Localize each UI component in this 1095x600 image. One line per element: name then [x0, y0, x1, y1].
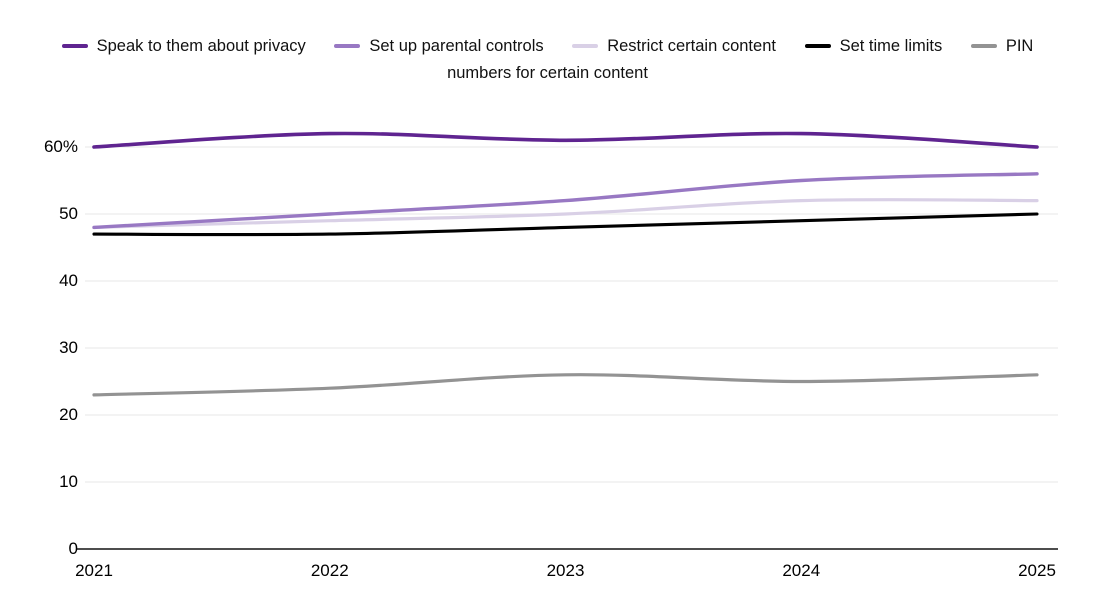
legend-item-time-limits: Set time limits — [804, 33, 943, 60]
x-tick-label-2024: 2024 — [782, 561, 821, 580]
legend-dash-pin-icon — [970, 44, 997, 48]
x-tick-label-2023: 2023 — [546, 561, 585, 580]
x-tick-label-2021: 2021 — [75, 561, 113, 580]
legend-row-2: numbers for certain content — [447, 64, 648, 82]
series-line-speak-to-them-about-privacy — [92, 131, 1039, 149]
legend-item-pin: PIN — [970, 33, 1034, 60]
y-tick-label-60: 60% — [43, 137, 78, 156]
chart-legend: Speak to them about privacy Set up paren… — [0, 33, 1095, 87]
series-line-set-time-limits — [92, 212, 1039, 237]
series-line-set-up-parental-controls — [92, 172, 1039, 230]
y-tick-label-30: 30 — [59, 338, 78, 357]
series-line-pin-numbers-for-certain-content — [92, 373, 1039, 397]
legend-dash-time-limits-icon — [804, 44, 831, 48]
legend-label-parental-controls: Set up parental controls — [369, 37, 544, 55]
y-tick-label-0: 0 — [68, 539, 78, 558]
legend-item-restrict-content: Restrict certain content — [572, 33, 776, 60]
y-tick-label-40: 40 — [59, 271, 78, 290]
legend-dash-speak-privacy-icon — [61, 44, 88, 48]
legend-dash-restrict-content-icon — [572, 44, 599, 48]
legend-item-parental-controls: Set up parental controls — [334, 33, 544, 60]
x-tick-label-2022: 2022 — [310, 561, 349, 580]
y-tick-label-50: 50 — [59, 204, 78, 223]
series-line-restrict-certain-content — [92, 198, 1039, 229]
legend-row-1: Speak to them about privacy Set up paren… — [0, 33, 1095, 60]
x-tick-label-2025: 2025 — [1018, 561, 1056, 580]
legend-label-speak-privacy: Speak to them about privacy — [96, 37, 306, 55]
y-tick-label-10: 10 — [59, 472, 78, 491]
legend-label-restrict-content: Restrict certain content — [607, 37, 776, 55]
legend-dash-parental-controls-icon — [334, 44, 361, 48]
legend-label-time-limits: Set time limits — [839, 37, 943, 55]
legend-item-speak-privacy: Speak to them about privacy — [61, 33, 306, 60]
y-tick-label-20: 20 — [59, 405, 78, 424]
legend-label-pin: PIN — [1005, 37, 1034, 55]
